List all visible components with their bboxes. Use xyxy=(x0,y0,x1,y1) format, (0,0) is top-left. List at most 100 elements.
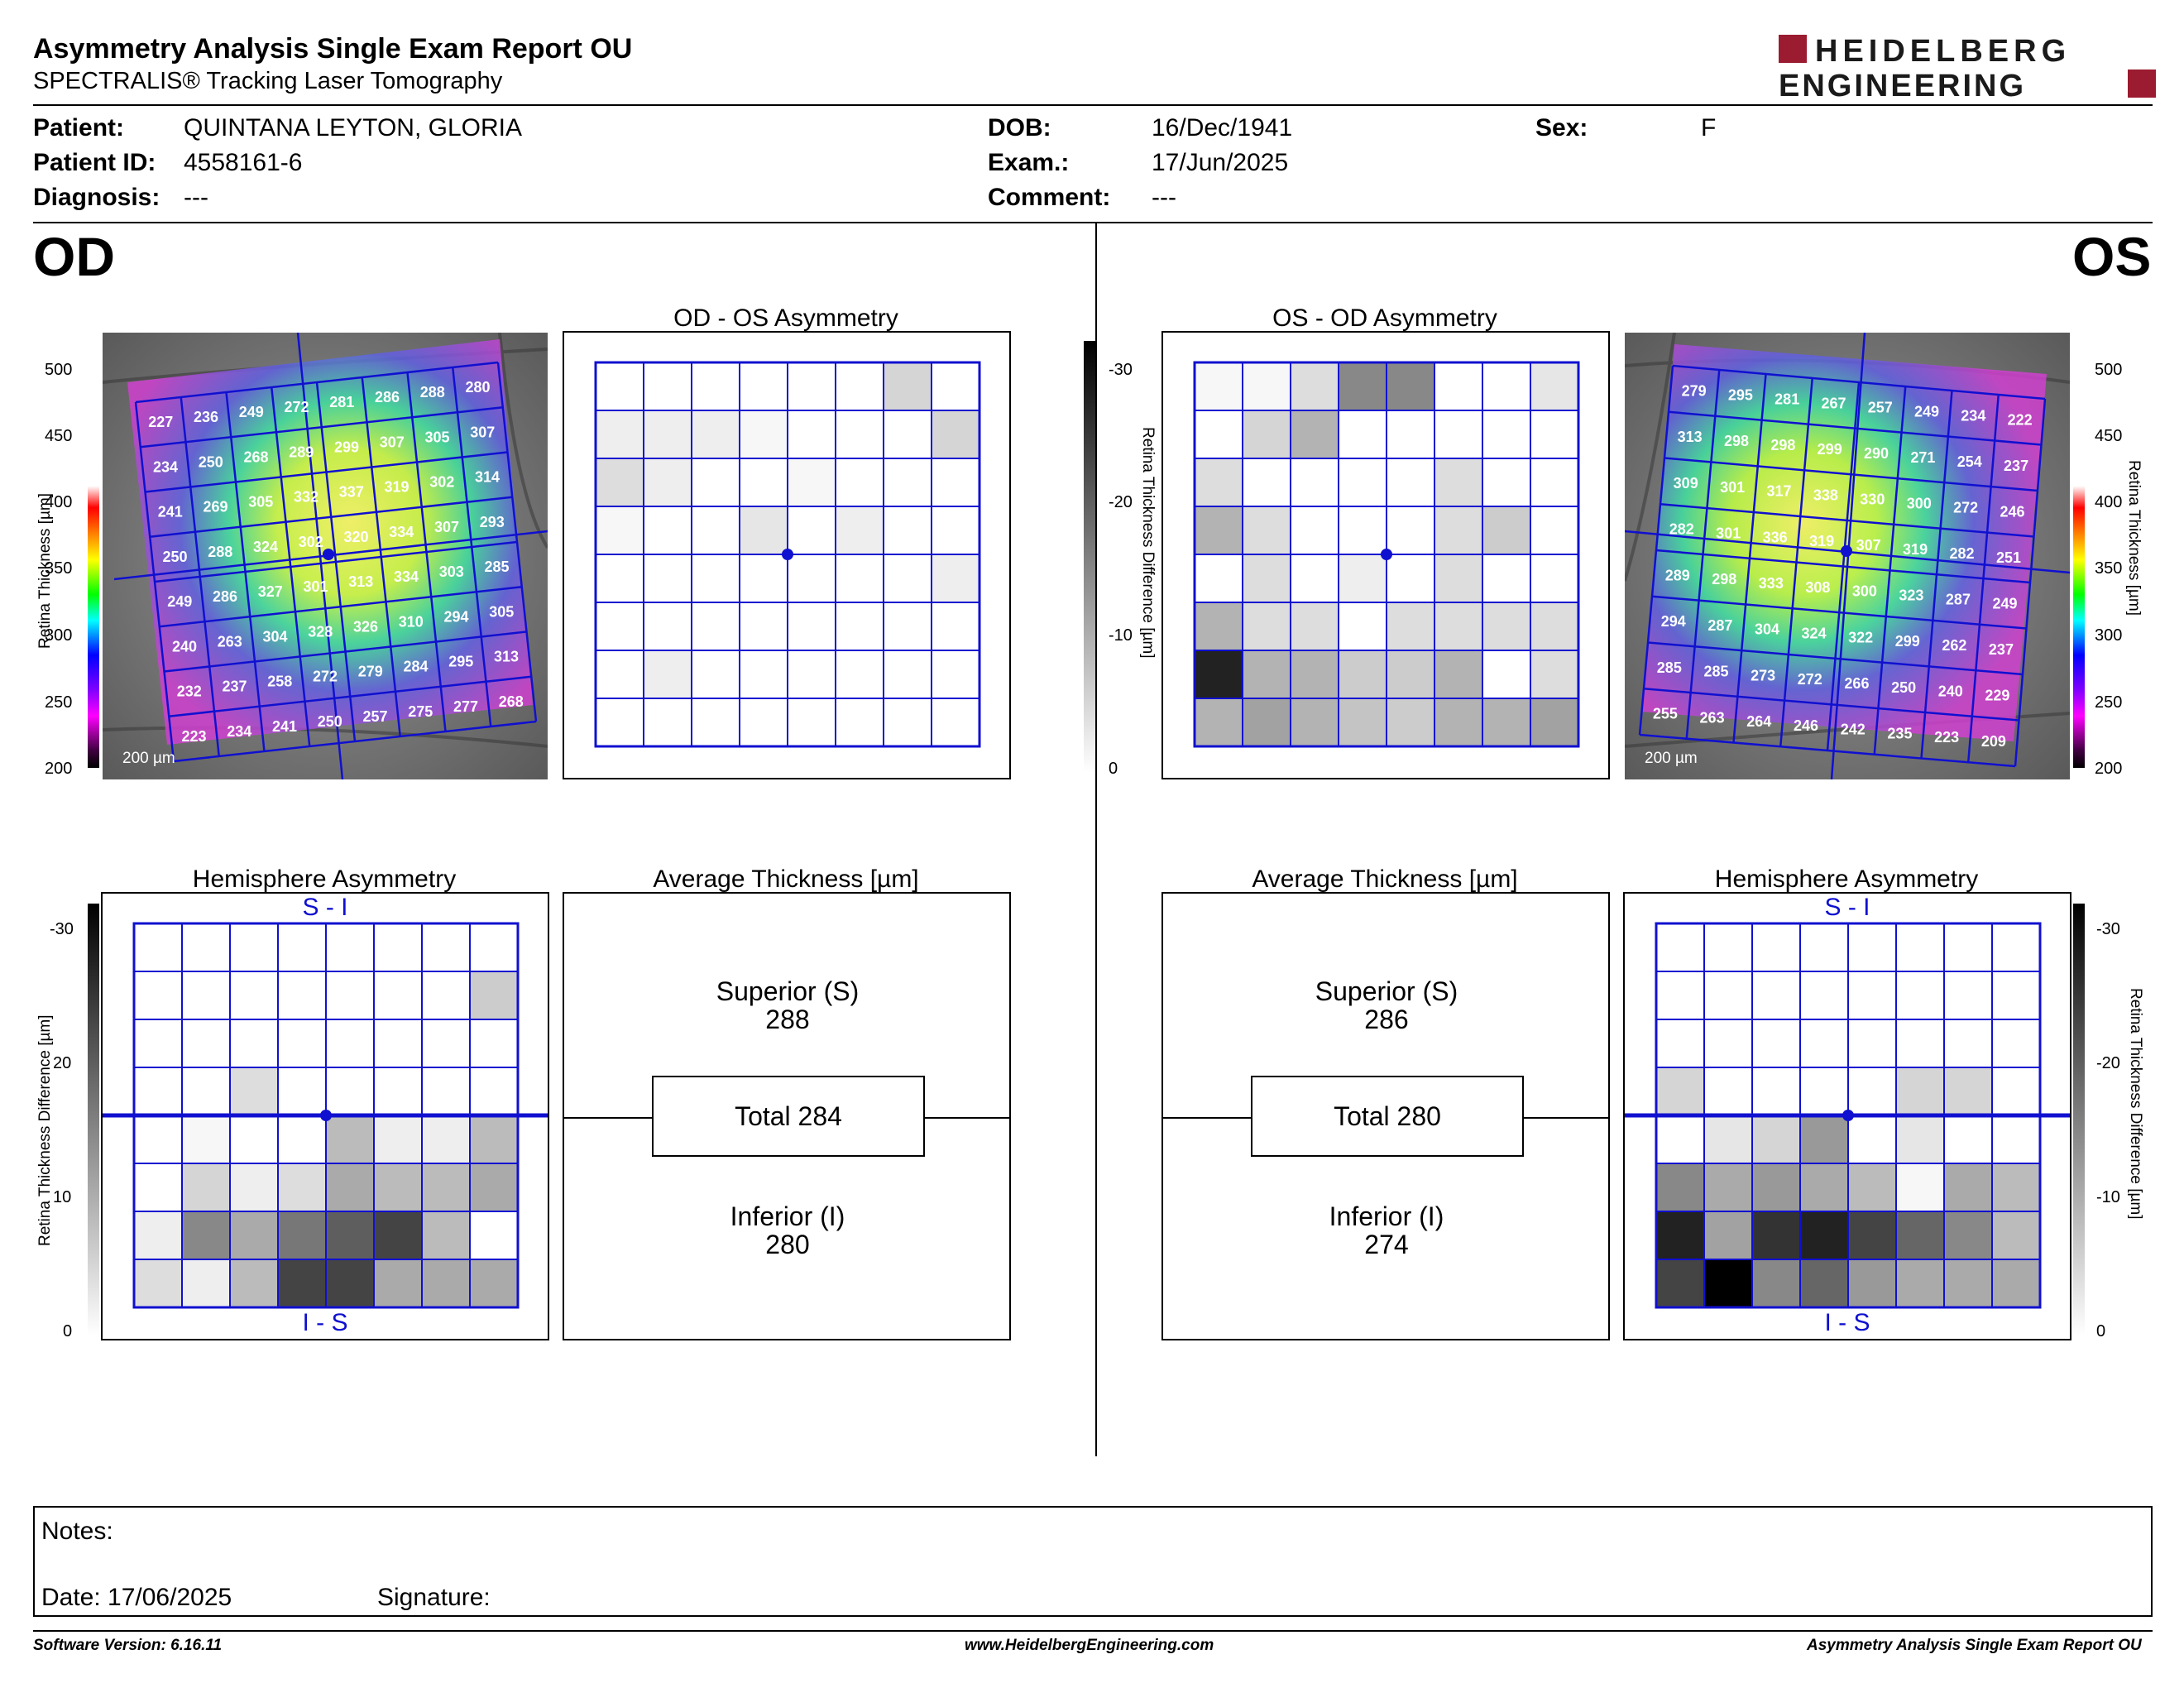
od-asymmetry-panel xyxy=(563,331,1011,779)
grid-cell xyxy=(835,602,884,651)
grid-cell xyxy=(181,1067,231,1116)
grid-cell xyxy=(1943,971,1993,1020)
grid-cell xyxy=(883,458,932,507)
grid-cell xyxy=(739,602,788,651)
grid-cell xyxy=(277,1019,327,1068)
grid-cell xyxy=(1655,1067,1705,1116)
os-hemisphere-grid xyxy=(1625,922,2070,1309)
grid-cell xyxy=(1434,554,1483,603)
thickness-value: 326 xyxy=(353,618,378,635)
od-thickness-tick: 400 xyxy=(45,493,73,511)
os-hemi-bottom-label: I - S xyxy=(1824,1309,1870,1336)
thickness-value: 338 xyxy=(1813,487,1838,504)
grid-cell xyxy=(373,971,423,1020)
grid-cell xyxy=(1991,1067,2041,1116)
grid-cell xyxy=(277,1259,327,1308)
grid-cell xyxy=(1242,698,1291,747)
grid-cell xyxy=(739,362,788,411)
thickness-value: 309 xyxy=(1674,475,1698,492)
thickness-value: 234 xyxy=(227,723,251,740)
os-hemi-tick: -10 xyxy=(2096,1188,2120,1206)
thickness-value: 268 xyxy=(243,448,268,465)
thickness-value: 295 xyxy=(448,654,473,670)
grid-cell xyxy=(277,923,327,972)
grid-cell xyxy=(1194,410,1243,459)
header-divider xyxy=(33,104,2153,106)
grid-cell xyxy=(595,650,644,699)
grid-cell xyxy=(1655,971,1705,1020)
center-diff-colorbar xyxy=(1084,341,1095,773)
thickness-value: 268 xyxy=(499,693,524,710)
thickness-value: 288 xyxy=(420,384,445,400)
thickness-value: 286 xyxy=(375,389,400,405)
grid-cell xyxy=(325,1019,375,1068)
thickness-value: 242 xyxy=(1841,722,1866,738)
grid-cell xyxy=(595,554,644,603)
eye-divider xyxy=(1095,223,1097,1456)
os-inferior-value: 274 xyxy=(1364,1230,1409,1259)
thickness-value: 273 xyxy=(1751,667,1775,683)
grid-cell xyxy=(1338,650,1387,699)
grid-cell xyxy=(229,1259,279,1308)
od-superior-label: Superior (S) xyxy=(716,976,860,1006)
grid-cell xyxy=(1847,1163,1897,1212)
thickness-value: 334 xyxy=(394,568,419,585)
grid-cell xyxy=(835,410,884,459)
grid-cell xyxy=(421,1019,471,1068)
od-hemi-top-label: S - I xyxy=(302,894,348,921)
grid-cell xyxy=(1482,650,1531,699)
thickness-value: 304 xyxy=(1755,621,1779,638)
thickness-value: 267 xyxy=(1821,395,1846,411)
os-thickness-axis-label: Retina Thickness [µm] xyxy=(2125,460,2143,616)
os-total-box: Total 280 xyxy=(1251,1076,1524,1157)
notes-box[interactable]: Notes: Date: 17/06/2025 Signature: xyxy=(33,1506,2153,1617)
grid-cell xyxy=(1242,602,1291,651)
od-hemi-tick: -30 xyxy=(50,920,74,938)
grid-cell xyxy=(1991,1115,2041,1164)
fovea-dot xyxy=(1381,549,1392,560)
grid-cell xyxy=(1703,923,1753,972)
thickness-value: 307 xyxy=(434,519,459,535)
grid-cell xyxy=(595,410,644,459)
thickness-value: 250 xyxy=(162,549,187,565)
grid-cell xyxy=(1482,458,1531,507)
grid-cell xyxy=(1434,410,1483,459)
grid-cell xyxy=(883,698,932,747)
grid-cell xyxy=(1194,602,1243,651)
center-diff-tick: -30 xyxy=(1109,361,1133,379)
grid-cell xyxy=(421,923,471,972)
website-link[interactable]: www.HeidelbergEngineering.com xyxy=(965,1637,1214,1654)
grid-cell xyxy=(691,458,740,507)
grid-cell xyxy=(1703,971,1753,1020)
thickness-value: 240 xyxy=(1938,683,1963,700)
grid-cell xyxy=(325,1211,375,1260)
thickness-value: 328 xyxy=(308,623,333,640)
thickness-value: 223 xyxy=(1934,729,1959,746)
grid-cell xyxy=(1799,1163,1849,1212)
thickness-value: 246 xyxy=(1794,717,1818,734)
grid-cell xyxy=(595,458,644,507)
od-hemi-tick: 20 xyxy=(53,1054,72,1072)
os-inferior-label: Inferior (I) xyxy=(1329,1201,1444,1231)
grid-cell xyxy=(229,971,279,1020)
os-hemi-tick: -30 xyxy=(2096,920,2120,938)
thickness-value: 234 xyxy=(153,458,178,475)
grid-cell xyxy=(1434,362,1483,411)
grid-cell xyxy=(1751,1211,1801,1260)
od-thickness-tick: 500 xyxy=(45,361,73,379)
grid-cell xyxy=(643,362,692,411)
sex-label: Sex: xyxy=(1535,114,1588,141)
grid-cell xyxy=(1655,1115,1705,1164)
thickness-value: 300 xyxy=(1907,495,1932,511)
thickness-value: 227 xyxy=(148,414,173,430)
grid-cell xyxy=(421,1211,471,1260)
grid-cell xyxy=(1386,362,1435,411)
grid-cell xyxy=(595,602,644,651)
center-diff-tick: -10 xyxy=(1109,626,1133,645)
thickness-value: 285 xyxy=(1657,659,1682,676)
od-avg-title: Average Thickness [µm] xyxy=(653,866,919,893)
thickness-value: 313 xyxy=(348,573,373,590)
grid-cell xyxy=(133,923,183,972)
grid-cell xyxy=(421,1067,471,1116)
grid-cell xyxy=(835,458,884,507)
